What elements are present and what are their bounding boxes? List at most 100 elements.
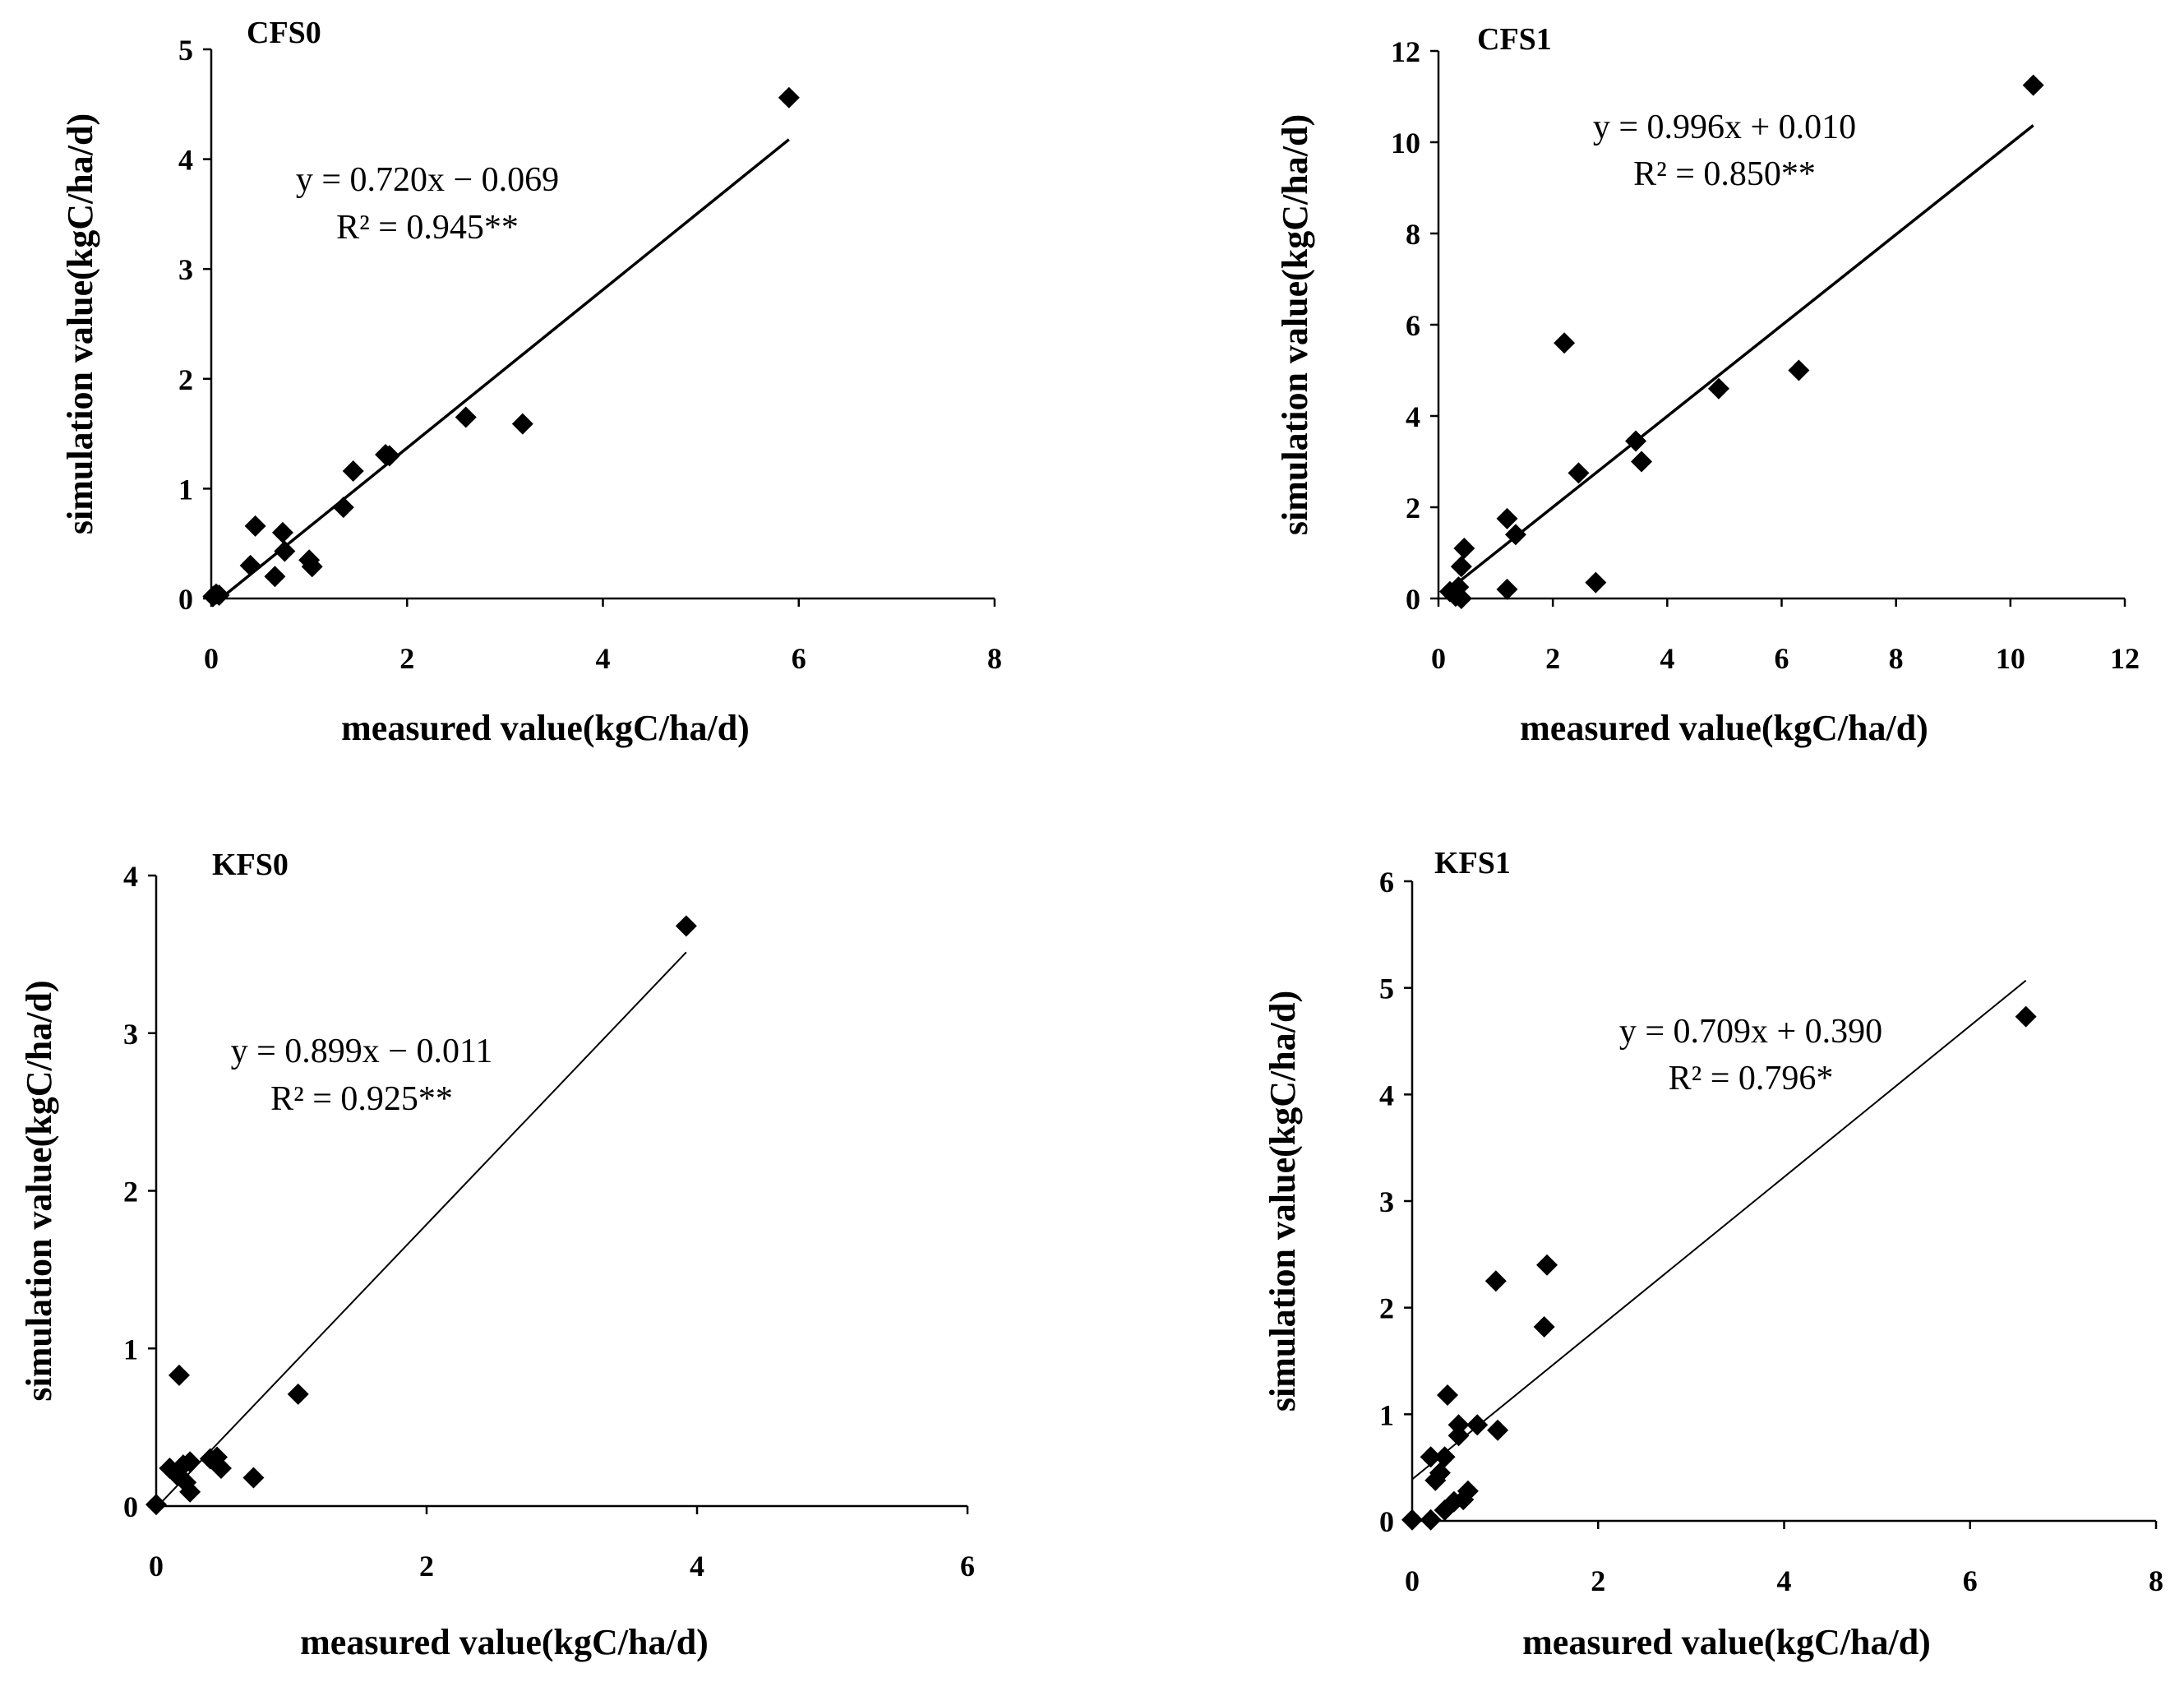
y-tick-label: 3: [123, 1018, 138, 1051]
scatter-panel-cfs0: 0 2 4 6 8 0 1 2 3 4 5 CFS0 y = 0.720x − 0.069 R² = 0.…: [60, 16, 1002, 748]
data-point: [1450, 588, 1472, 609]
regression-equation: y = 0.720x − 0.069: [296, 161, 559, 199]
data-point: [287, 1383, 309, 1405]
r-squared-label: R² = 0.796*: [1669, 1060, 1834, 1097]
x-tick-label: 6: [1963, 1564, 1978, 1597]
y-tick-label: 10: [1391, 127, 1420, 159]
data-point: [244, 515, 266, 537]
x-tick-label: 4: [690, 1550, 704, 1583]
y-axis-title: simulation value(kgC/ha/d): [19, 980, 59, 1401]
x-axis-title: measured value(kgC/ha/d): [341, 708, 750, 748]
regression-equation: y = 0.996x + 0.010: [1593, 109, 1856, 146]
y-tick-label: 2: [1406, 492, 1420, 524]
x-axis-title: measured value(kgC/ha/d): [1520, 708, 1928, 748]
y-tick-label: 6: [1406, 309, 1420, 342]
data-point: [1420, 1509, 1442, 1531]
data-point: [1466, 1414, 1489, 1436]
y-tick-label: 2: [1379, 1292, 1394, 1325]
data-point: [1453, 537, 1475, 559]
data-point: [242, 1467, 265, 1489]
y-tick-label: 4: [1379, 1079, 1394, 1111]
r-squared-label: R² = 0.925**: [270, 1080, 453, 1118]
x-tick-label: 6: [1775, 642, 1789, 675]
x-tick-label: 2: [1545, 642, 1560, 675]
y-tick-label: 0: [123, 1490, 138, 1523]
y-axis-title: simulation value(kgC/ha/d): [60, 113, 100, 534]
data-point: [1496, 578, 1518, 600]
data-point: [342, 460, 364, 483]
y-tick-label: 8: [1406, 218, 1420, 251]
x-tick-label: 0: [204, 642, 219, 675]
data-point: [179, 1481, 201, 1503]
data-point: [1533, 1316, 1555, 1338]
x-tick-label: 4: [1777, 1564, 1792, 1597]
y-tick-label: 0: [1406, 583, 1420, 616]
data-point: [1504, 524, 1526, 546]
data-point: [1496, 507, 1518, 529]
data-point: [301, 556, 323, 578]
y-tick-label: 2: [123, 1176, 138, 1208]
y-tick-label: 4: [1406, 400, 1420, 433]
data-point: [1625, 430, 1647, 452]
data-point: [1436, 1384, 1458, 1406]
data-point: [145, 1494, 167, 1516]
x-tick-label: 8: [1889, 642, 1904, 675]
data-point: [2022, 74, 2044, 96]
y-tick-label: 4: [123, 860, 138, 893]
x-axis-title: measured value(kgC/ha/d): [300, 1622, 709, 1662]
data-point: [332, 497, 354, 519]
data-point: [1631, 451, 1653, 473]
trend-line: [210, 138, 790, 608]
data-point: [1487, 1419, 1509, 1441]
y-tick-label: 2: [178, 363, 193, 396]
x-tick-label: 8: [2149, 1564, 2163, 1597]
data-point: [271, 521, 293, 543]
y-tick-label: 3: [178, 253, 193, 286]
y-tick-label: 5: [1379, 973, 1394, 1005]
data-point: [1434, 1446, 1456, 1468]
data-point: [1450, 556, 1472, 578]
panel-title: CFS1: [1477, 22, 1552, 57]
y-tick-label: 1: [123, 1333, 138, 1365]
data-point: [1707, 377, 1729, 400]
data-point: [1484, 1270, 1507, 1292]
data-point: [168, 1364, 190, 1386]
data-point: [1457, 1480, 1479, 1502]
x-axis-title: measured value(kgC/ha/d): [1522, 1622, 1931, 1662]
data-point: [264, 566, 286, 588]
data-point: [455, 406, 477, 428]
x-tick-label: 4: [596, 642, 611, 675]
trend-line: [155, 951, 687, 1509]
y-axis-title: simulation value(kgC/ha/d): [1275, 114, 1315, 535]
data-point: [778, 86, 800, 109]
data-point: [210, 1457, 232, 1479]
data-point: [208, 584, 230, 606]
data-point: [511, 413, 533, 435]
y-tick-label: 0: [178, 583, 193, 616]
panel-title: CFS0: [247, 16, 321, 50]
data-point: [1568, 462, 1590, 484]
data-point: [1420, 1446, 1442, 1468]
data-point: [2015, 1005, 2037, 1028]
x-tick-label: 4: [1660, 642, 1674, 675]
trend-line: [1411, 979, 2027, 1481]
data-point: [239, 554, 261, 576]
data-point: [1429, 1462, 1451, 1484]
y-tick-label: 1: [178, 473, 193, 506]
panel-title: KFS0: [212, 848, 289, 882]
x-tick-label: 2: [419, 1550, 434, 1583]
data-point: [274, 540, 296, 562]
data-point: [1585, 571, 1607, 594]
y-tick-label: 0: [1379, 1505, 1394, 1538]
scatter-panel-kfs0: 0 2 4 6 0 1 2 3 4 KFS0 y = 0.899x − 0.011 R² = 0.92…: [19, 848, 975, 1662]
x-tick-label: 8: [987, 642, 1002, 675]
x-tick-label: 12: [2110, 642, 2140, 675]
data-point: [1536, 1254, 1558, 1276]
scatter-panel-kfs1: 0 2 4 6 8 0 1 2 3 4 5 6 KFS1 y = 0.709x + 0.390 R² = 0…: [1263, 846, 2163, 1662]
x-tick-label: 0: [1431, 642, 1446, 675]
data-point: [378, 445, 400, 467]
y-tick-label: 4: [178, 144, 193, 177]
scatter-panel-cfs1: 0 2 4 6 8 10 12 0 2 4 6 8 10 12 CFS1 y = 0.996x + 0.010…: [1275, 22, 2140, 748]
x-tick-label: 2: [1591, 1564, 1605, 1597]
